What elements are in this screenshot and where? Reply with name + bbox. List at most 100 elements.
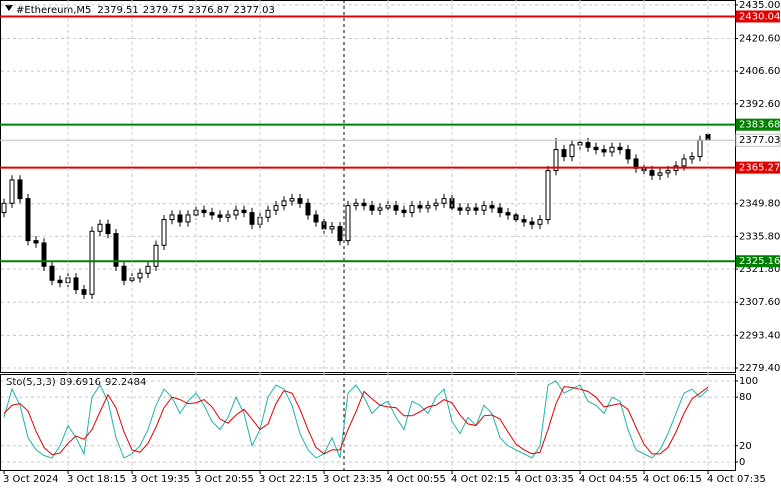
candle-body [609, 146, 615, 153]
candle-body [297, 198, 303, 204]
candle-body [369, 205, 375, 211]
candle-body [313, 214, 319, 223]
candle-body [153, 244, 159, 267]
candle-body [169, 214, 175, 221]
candle-body [417, 205, 423, 209]
candle-body [137, 272, 143, 279]
candle-body [185, 214, 191, 223]
candle-body [17, 179, 23, 200]
level-label: 2430.04 [739, 11, 780, 22]
candle-body [1, 202, 7, 214]
candle-body [289, 198, 295, 202]
last-price-label: 2377.03 [739, 135, 780, 146]
candle-body [473, 207, 479, 211]
candle-body [377, 207, 383, 211]
candle-body [57, 279, 63, 284]
low-value: 2376.87 [188, 5, 229, 16]
y-tick-label: 2293.40 [739, 330, 780, 341]
candle-body [225, 214, 231, 218]
candle-body [201, 209, 207, 214]
candle-body [697, 139, 703, 158]
y-tick-label: 2335.80 [739, 231, 780, 242]
candle-body [241, 209, 247, 214]
candle-body [497, 207, 503, 214]
y-tick-label: 100 [739, 376, 758, 387]
candle-body [25, 198, 31, 242]
candle-body [145, 265, 151, 274]
candle-body [49, 265, 55, 281]
candle-body [489, 205, 495, 209]
x-tick-label: 4 Oct 06:15 [643, 474, 702, 485]
high-value: 2379.75 [143, 5, 184, 16]
candle-body [585, 142, 591, 148]
candle-body [409, 205, 415, 214]
candle-body [433, 202, 439, 207]
symbol-title: #Ethereum,M5 [16, 5, 91, 16]
candle-body [625, 149, 631, 160]
candle-body [441, 198, 447, 204]
y-tick-label: 2321.80 [739, 264, 780, 275]
main-panel-frame [0, 0, 736, 373]
candle-body [105, 223, 111, 235]
x-tick-label: 3 Oct 19:35 [131, 474, 190, 485]
candle-body [425, 205, 431, 209]
candle-body [273, 205, 279, 211]
candle-body [353, 202, 359, 207]
candle-body [689, 156, 695, 160]
candle-body [233, 209, 239, 216]
x-tick-label: 3 Oct 2024 [3, 474, 58, 485]
x-tick-label: 4 Oct 00:55 [387, 474, 446, 485]
stoch-line [3, 386, 709, 456]
candle-body [657, 172, 663, 176]
x-tick-label: 3 Oct 18:15 [67, 474, 126, 485]
candle-body [665, 170, 671, 174]
candle-body [73, 277, 79, 291]
x-tick-label: 3 Oct 22:15 [259, 474, 318, 485]
y-tick-label: 2349.80 [739, 199, 780, 210]
menu-triangle [5, 5, 13, 11]
candle-body [177, 214, 183, 223]
chart-header: #Ethereum,M5 2379.51 2379.75 2376.87 2377.03 [16, 5, 275, 16]
y-tick-label: 20 [739, 441, 752, 452]
y-tick-label: 2392.60 [739, 99, 780, 110]
candle-body [209, 212, 215, 216]
candle-body [681, 158, 687, 167]
y-tick-label: 2435.00 [739, 0, 780, 11]
indicator-title: Sto(5,3,3) [6, 377, 56, 388]
stoch-header: Sto(5,3,3) 89.6916 92.2484 [6, 377, 146, 388]
y-tick-label: 2406.60 [739, 66, 780, 77]
candle-body [617, 146, 623, 151]
x-tick-label: 4 Oct 03:35 [515, 474, 574, 485]
y-tick-label: 80 [739, 392, 752, 403]
candle-body [465, 207, 471, 211]
candle-body [457, 207, 463, 211]
candle-body [529, 221, 535, 225]
candle-body [121, 265, 127, 281]
level-box [736, 255, 780, 268]
candle-body [9, 179, 15, 204]
last-price-box [735, 133, 781, 147]
candle-body [33, 240, 39, 244]
candle-body [337, 226, 343, 242]
candle-body [281, 200, 287, 207]
candle-body [345, 205, 351, 242]
x-tick-label: 3 Oct 23:35 [323, 474, 382, 485]
level-label: 2365.27 [739, 163, 780, 174]
candle-body [393, 205, 399, 211]
level-box [736, 10, 780, 23]
candle-body [601, 149, 607, 153]
main-value: 89.6916 [60, 377, 101, 388]
candle-body [113, 233, 119, 267]
candle-body [561, 149, 567, 158]
level-label: 2325.16 [739, 256, 780, 267]
candle-body [89, 230, 95, 295]
candle-body [593, 146, 599, 151]
y-tick-label: 2279.40 [739, 363, 780, 374]
candle-body [401, 209, 407, 214]
stoch-line [3, 380, 709, 459]
candle-body [481, 205, 487, 211]
level-box [736, 118, 780, 131]
y-tick-label: 2420.60 [739, 34, 780, 45]
x-tick-label: 3 Oct 20:55 [195, 474, 254, 485]
